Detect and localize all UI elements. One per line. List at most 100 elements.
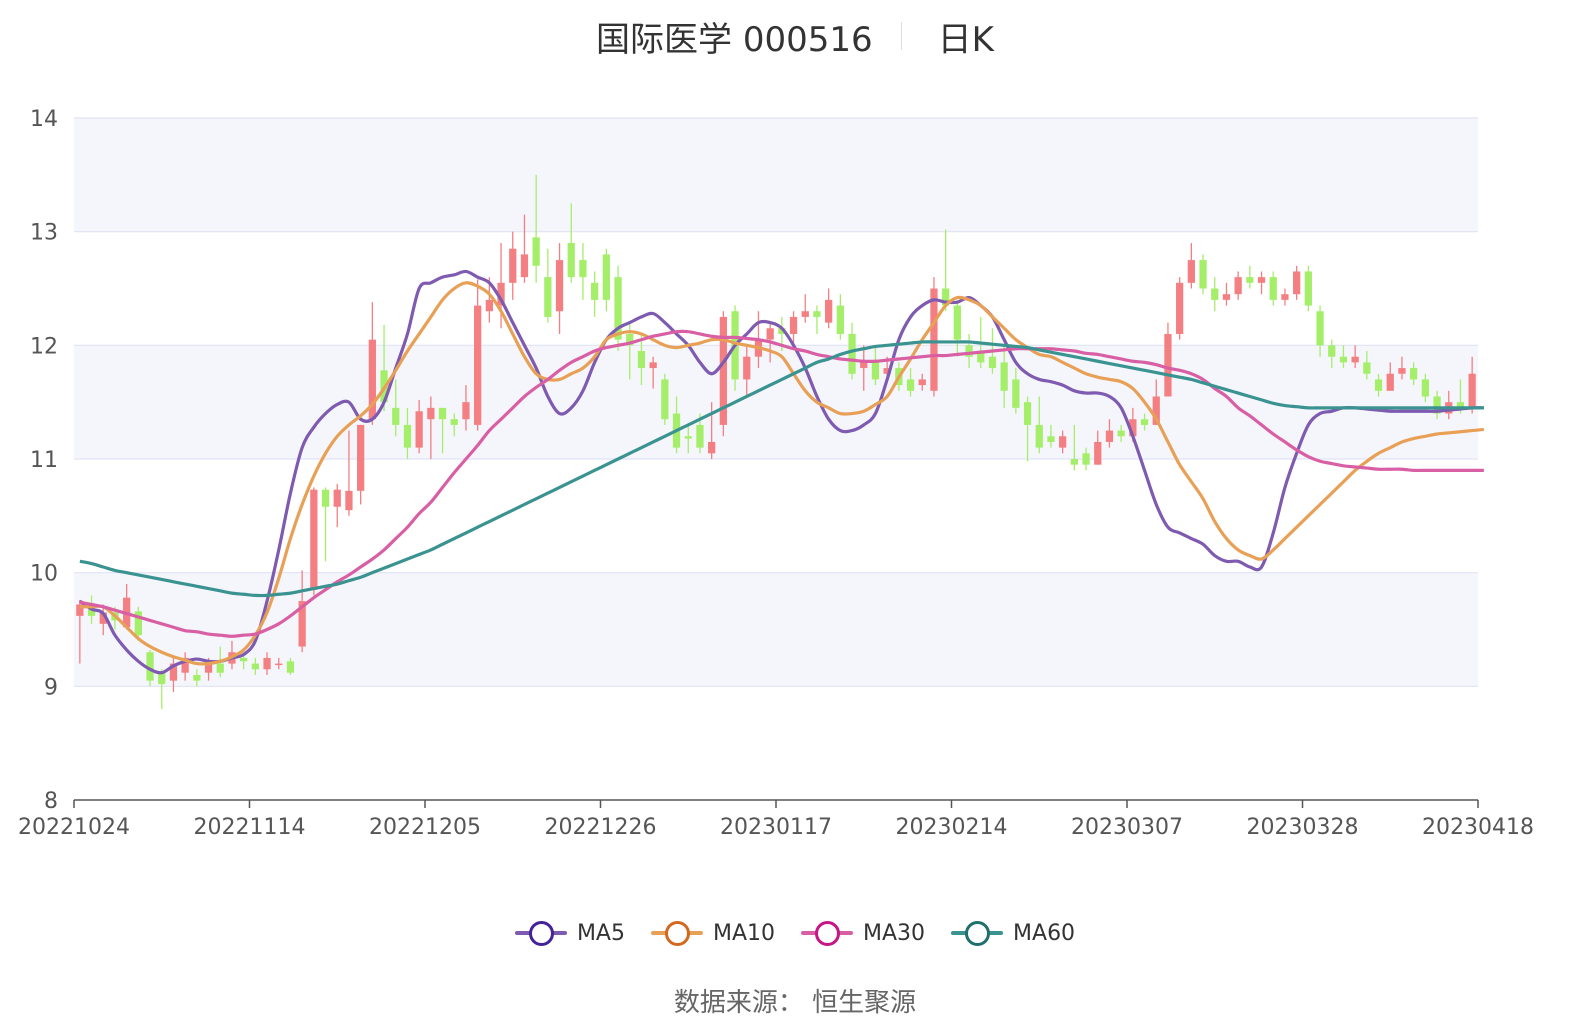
candle-body [977,351,985,363]
x-tick-label: 20230117 [720,815,832,840]
candle-body [1456,402,1465,408]
candle-body [298,601,306,647]
candle [860,345,868,391]
candle-body [684,436,692,439]
candle [1363,351,1371,380]
candle-body [357,424,365,491]
candle [1304,265,1312,312]
legend-label: MA30 [863,920,926,946]
candle-body [626,333,634,346]
candle [462,385,470,431]
candle-body [146,652,154,681]
y-tick-label: 11 [30,448,58,473]
candle-body [1000,362,1008,391]
candle-body [286,661,295,673]
candle [1117,424,1125,442]
candle-body [1246,277,1254,283]
candle-body [789,316,798,334]
candle-body [181,657,189,673]
candle [719,311,727,437]
ma-line-ma30 [79,329,1484,638]
candle [567,203,575,283]
candle-body [497,282,505,306]
plot-background [74,118,1478,687]
candle-body [1398,368,1406,374]
x-axis: 20221024 20221114 20221205 20221226 20230117… [18,799,1534,840]
candle-body [509,248,517,283]
candle [1070,424,1078,471]
candle [415,399,423,454]
candle-body [1293,271,1301,295]
candle [965,333,973,369]
candle [555,243,564,334]
legend-marker-icon [951,920,1004,946]
plot-band [74,572,1478,687]
candle [275,657,283,670]
candle [1199,254,1207,295]
candle [193,669,201,687]
candle [134,606,142,641]
candle [836,294,844,340]
candle [825,288,833,329]
candle-body [614,277,622,340]
candle [99,604,107,636]
candle-body [158,672,166,685]
candle [403,407,412,459]
candle [637,333,646,386]
candle [520,214,529,283]
candle-body [696,424,704,448]
y-axis: 8 9 10 11 12 13 14 [30,107,58,814]
candle-body [87,606,96,616]
candle-body [450,419,458,425]
candle-body [76,604,84,616]
candle-body [1059,436,1067,448]
candle-body [462,402,470,420]
candle-body [743,356,751,380]
legend-item-ma5[interactable]: MA5 [514,920,625,946]
candle [544,248,552,323]
candle-body [1468,373,1476,408]
candle-body [1164,333,1172,397]
candle-body [427,407,435,420]
candle-body [661,379,669,420]
candle-body [1421,379,1429,397]
candle-body [1070,459,1078,465]
candle [1105,419,1114,448]
candle [1094,430,1102,465]
x-tick-label: 20230214 [896,815,1008,840]
candle-body [801,311,809,317]
x-tick-label: 20221024 [18,815,130,840]
candle [1374,373,1383,397]
candle [1023,396,1032,462]
candle-body [1281,294,1289,300]
candle [602,248,610,312]
candle-body [602,254,610,300]
candle [263,652,271,675]
legend-item-ma30[interactable]: MA30 [801,920,925,946]
candle-body [1328,345,1336,357]
candle [1035,396,1043,454]
ma-line-ma5 [78,269,1484,675]
candle-body [1410,368,1418,380]
data-source: 数据来源： 恒生聚源 [673,988,917,1018]
candle [1316,305,1324,357]
candle-body [1117,430,1125,437]
legend-item-ma10[interactable]: MA10 [650,920,775,946]
candle [1468,356,1476,414]
chart-title: 国际医学 000516 日K [0,8,1590,64]
x-tick-label: 20221114 [194,815,306,840]
candle [661,373,669,425]
legend-item-ma60[interactable]: MA60 [951,920,1075,946]
candle [509,231,517,300]
candle-body [778,328,786,334]
period-label: 日K [937,19,994,60]
candle-body [567,243,575,278]
candle [1386,362,1394,391]
legend-label: MA5 [576,920,625,946]
candle-body [988,356,997,369]
candle [310,487,318,596]
candle [1211,277,1219,312]
candle-body [942,288,950,306]
candle [871,345,880,386]
